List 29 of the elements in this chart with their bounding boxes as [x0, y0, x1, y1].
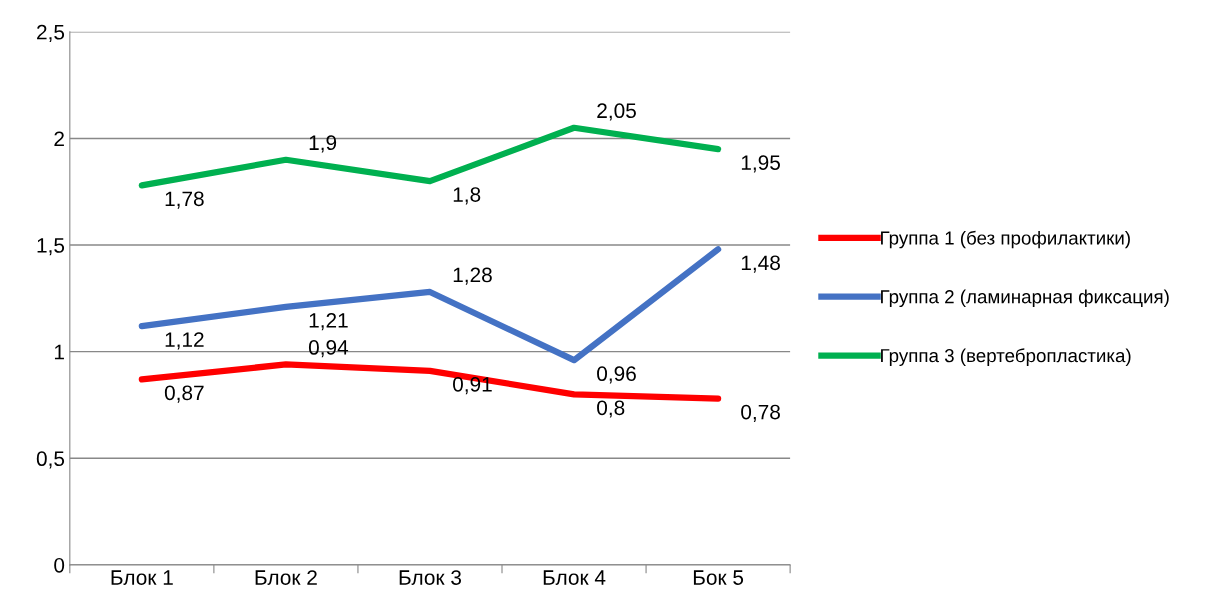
y-tick-label: 0: [54, 557, 65, 573]
legend-label: Группа 2 (ламинарная фиксация): [881, 289, 1169, 308]
data-label: 2,05: [597, 103, 636, 121]
data-label: 1,48: [741, 255, 780, 273]
y-tick-label: 1,5: [37, 238, 65, 256]
data-label: 1,95: [741, 155, 780, 173]
x-tick-label: Блок 4: [543, 570, 606, 585]
data-label: 0,87: [164, 385, 204, 403]
y-tick-label: 0,5: [36, 451, 65, 469]
legend-label: Группа 1 (без профилактики): [881, 230, 1130, 249]
y-tick-label: 1: [54, 344, 64, 360]
x-tick-label: Блок 3: [399, 570, 462, 585]
data-label: 0,91: [453, 376, 492, 395]
x-tick-label: Блок 1: [111, 570, 173, 585]
data-label: 1,9: [309, 135, 337, 153]
data-label: 1,28: [453, 267, 492, 285]
data-label: 1,78: [165, 191, 204, 209]
y-tick-label: 2: [54, 131, 64, 146]
x-tick-label: Бок 5: [693, 570, 744, 585]
data-label: 0,94: [308, 340, 349, 358]
data-label: 1,12: [165, 332, 204, 350]
data-label: 0,78: [741, 404, 780, 422]
legend-label: Группа 3 (вертебропластика): [881, 348, 1131, 366]
x-tick-label: Блок 2: [255, 570, 317, 585]
data-label: 0,96: [597, 366, 636, 384]
data-label: 0,8: [597, 400, 625, 418]
data-label: 1,8: [453, 187, 481, 205]
y-tick-label: 2,5: [37, 24, 65, 43]
data-label: 1,21: [309, 312, 348, 331]
